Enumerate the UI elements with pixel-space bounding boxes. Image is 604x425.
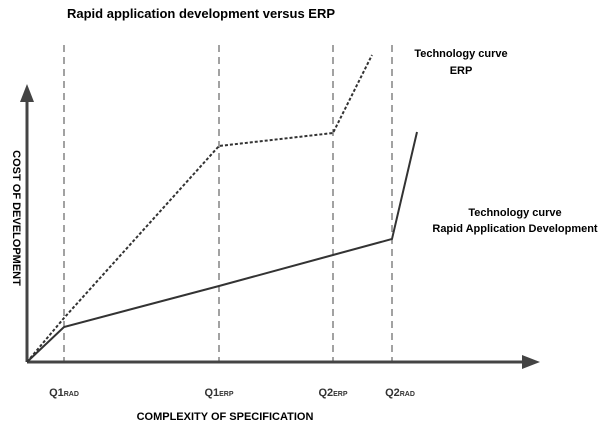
marker-sub: ERP <box>333 391 348 398</box>
curve-label: ERP <box>450 65 473 77</box>
marker-label: Q2RAD <box>385 387 415 399</box>
curve-label: Technology curve <box>414 48 507 60</box>
x-arrow <box>522 355 540 369</box>
marker-label: Q1ERP <box>204 387 233 399</box>
y-arrow <box>20 84 34 102</box>
marker-main: Q2 <box>385 387 400 399</box>
marker-main: Q1 <box>49 387 64 399</box>
curve-label: Technology curve <box>468 207 561 219</box>
marker-label: Q1RAD <box>49 387 79 399</box>
erp-curve <box>26 54 373 363</box>
title: Rapid application development versus ERP <box>67 6 335 21</box>
marker-sub: RAD <box>400 391 415 398</box>
curve-label: Rapid Application Development <box>432 223 598 235</box>
marker-label: Q2ERP <box>318 387 347 399</box>
marker-main: Q2 <box>318 387 333 399</box>
marker-main: Q1 <box>204 387 219 399</box>
marker-sub: RAD <box>64 391 79 398</box>
y-axis-title: COST OF DEVELOPMENT <box>10 150 22 286</box>
x-axis-title: COMPLEXITY OF SPECIFICATION <box>137 411 314 423</box>
marker-sub: ERP <box>219 391 234 398</box>
rad-curve <box>26 131 418 363</box>
